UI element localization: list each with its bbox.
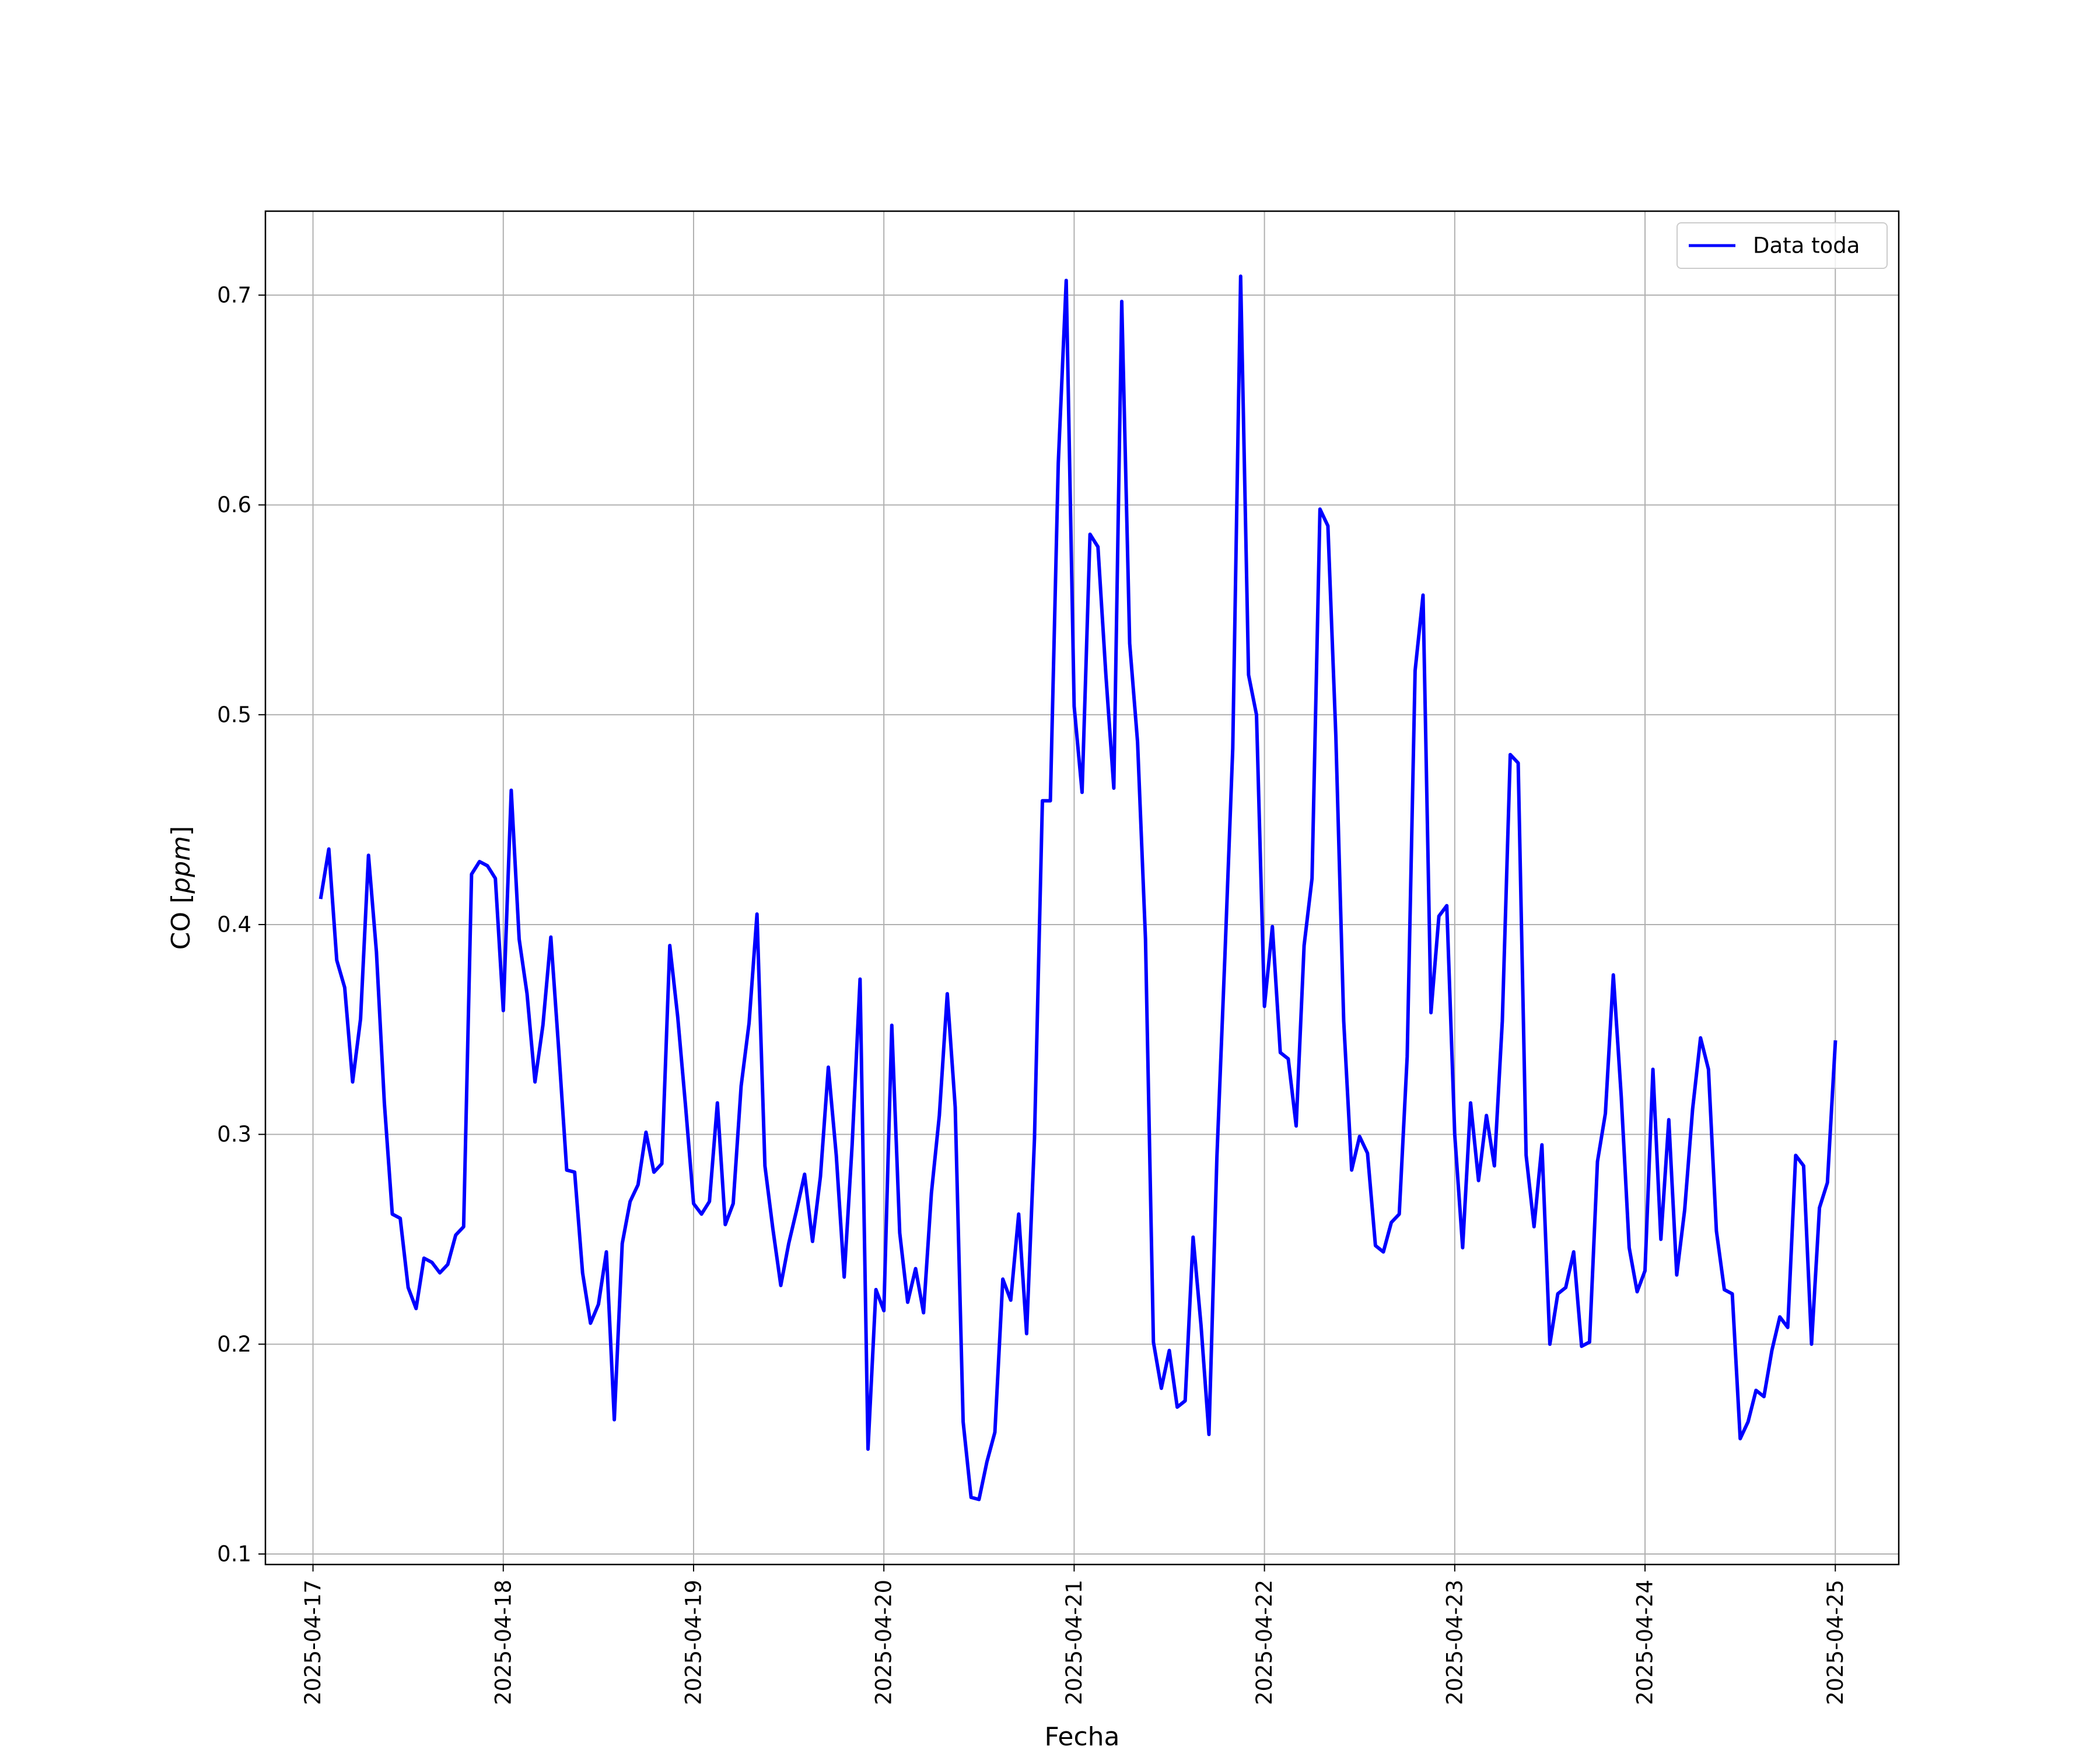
series-line-data-toda — [318, 274, 1838, 1502]
y-tick-label-0.7: 0.7 — [217, 282, 251, 307]
x-tick-label-2025-04-24: 2025-04-24 — [1633, 1580, 1658, 1705]
ticks: 2025-04-17 2025-04-18 2025-04-19 2025-04-20… — [217, 282, 1848, 1705]
x-tick-label-2025-04-22: 2025-04-22 — [1252, 1580, 1277, 1705]
x-tick-label-2025-04-23: 2025-04-23 — [1442, 1580, 1467, 1705]
x-tick-label-2025-04-25: 2025-04-25 — [1823, 1580, 1848, 1705]
legend: Data toda — [1676, 222, 1888, 269]
y-tick-label-0.4: 0.4 — [217, 912, 251, 937]
y-axis-label-unit: ppm — [166, 836, 196, 894]
y-axis-label-bracket-close: ] — [166, 826, 196, 836]
series-layer — [318, 274, 1838, 1502]
x-tick-label-2025-04-18: 2025-04-18 — [491, 1580, 516, 1705]
legend-label-data-toda: Data toda — [1753, 233, 1860, 258]
y-tick-label-0.2: 0.2 — [217, 1332, 251, 1357]
grid — [265, 211, 1899, 1564]
y-axis-label-main: CO — [166, 904, 196, 950]
x-tick-label-2025-04-17: 2025-04-17 — [300, 1580, 326, 1705]
y-tick-label-0.5: 0.5 — [217, 702, 251, 727]
legend-box — [1676, 222, 1888, 269]
y-tick-label-0.6: 0.6 — [217, 492, 251, 517]
y-axis-label-bracket-open: [ — [166, 894, 196, 904]
y-axis-label: CO [ppm] — [166, 826, 196, 950]
plot-frame — [264, 210, 1900, 1566]
x-tick-label-2025-04-20: 2025-04-20 — [872, 1580, 897, 1705]
x-axis-label: Fecha — [1044, 1722, 1119, 1750]
x-tick-label-2025-04-21: 2025-04-21 — [1062, 1580, 1087, 1705]
x-tick-label-2025-04-19: 2025-04-19 — [681, 1580, 706, 1705]
y-tick-label-0.3: 0.3 — [217, 1122, 251, 1147]
y-tick-label-0.1: 0.1 — [217, 1542, 251, 1567]
